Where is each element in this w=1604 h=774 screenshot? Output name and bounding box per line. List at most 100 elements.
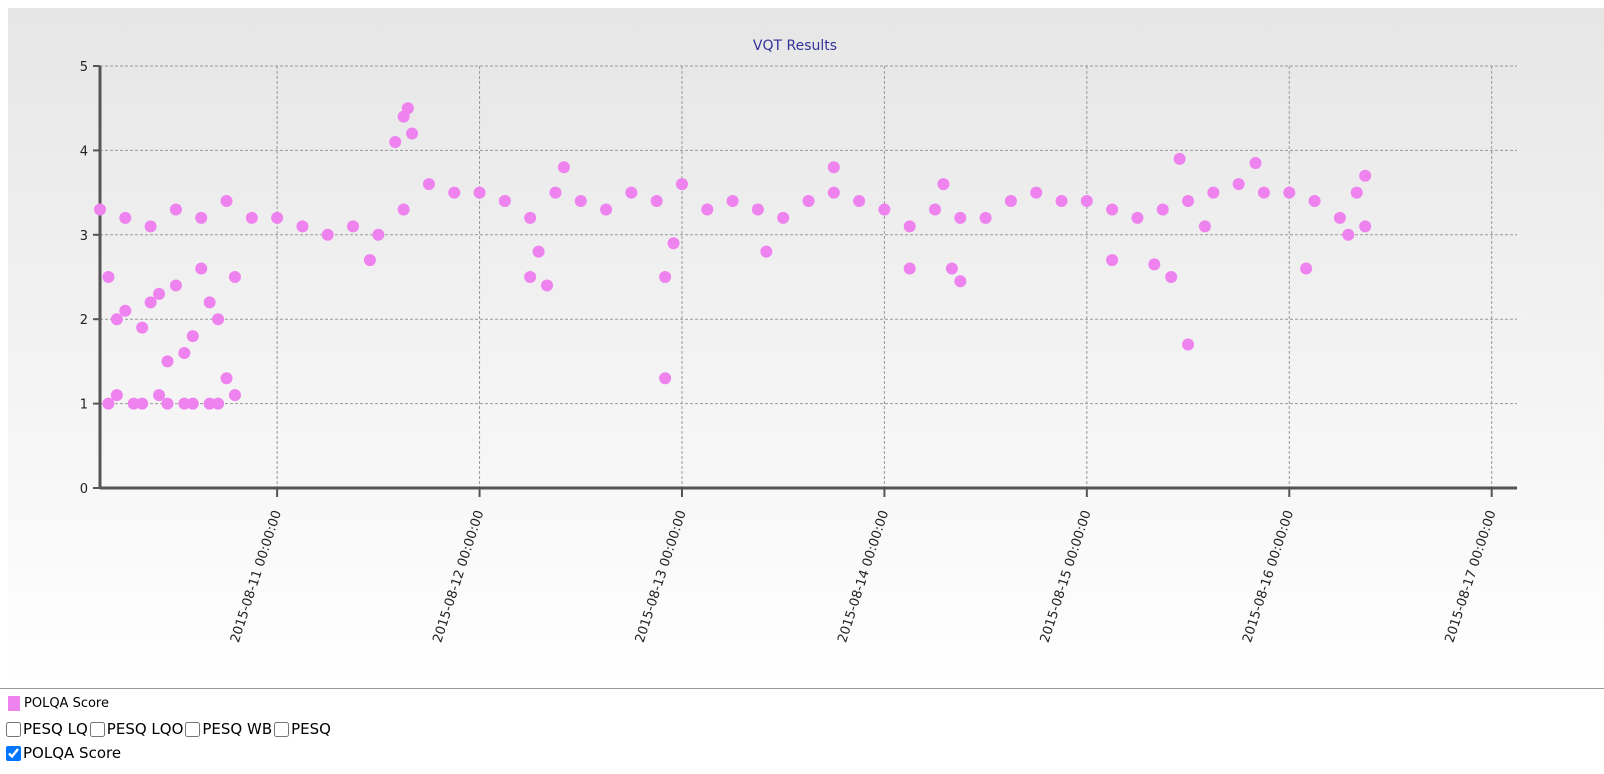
checkbox[interactable]: [6, 745, 21, 761]
point: [136, 321, 149, 334]
point: [549, 186, 562, 199]
point: [220, 372, 233, 385]
point: [178, 397, 191, 410]
point: [1198, 220, 1211, 233]
point: [1165, 271, 1178, 283]
point: [1106, 203, 1119, 216]
chart-title: VQT Results: [753, 38, 837, 54]
y-tick-label: 4: [80, 144, 88, 159]
point: [212, 397, 225, 410]
point: [929, 203, 942, 216]
legend-label: POLQA Score: [24, 695, 109, 711]
point: [1283, 186, 1296, 199]
point: [1207, 186, 1220, 199]
point: [195, 262, 208, 275]
point: [220, 195, 233, 208]
checkbox-row: PESQ LQ PESQ LQO PESQ WB PESQ: [0, 717, 1604, 741]
point: [1350, 186, 1363, 199]
point: [659, 372, 672, 385]
point: [397, 203, 410, 216]
point: [760, 245, 773, 258]
point: [144, 296, 157, 309]
point: [245, 211, 258, 224]
point: [228, 389, 241, 402]
y-tick-label: 5: [80, 60, 88, 75]
point: [903, 262, 916, 275]
point: [1232, 178, 1245, 191]
point: [144, 220, 157, 233]
point: [524, 211, 537, 224]
checkbox[interactable]: [6, 721, 21, 737]
checkbox-label[interactable]: POLQA Score: [23, 744, 122, 762]
point: [1182, 338, 1195, 351]
checkbox-rows: PESQ LQ PESQ LQO PESQ WB PESQ POLQA Score: [0, 717, 1604, 765]
checkbox[interactable]: [185, 721, 201, 737]
point: [1173, 152, 1186, 165]
point: [751, 203, 764, 216]
point: [659, 271, 672, 283]
point: [186, 330, 199, 343]
point: [574, 195, 587, 208]
point: [406, 127, 419, 140]
point: [903, 220, 916, 233]
point: [827, 161, 840, 174]
point: [1055, 195, 1068, 208]
point: [169, 279, 182, 292]
legend-swatch: [8, 695, 20, 711]
point: [937, 178, 950, 191]
point: [675, 178, 688, 191]
point: [389, 135, 402, 148]
point: [667, 237, 680, 250]
point: [557, 161, 570, 174]
point: [1156, 203, 1169, 216]
point: [195, 211, 208, 224]
point: [296, 220, 309, 233]
point: [1257, 186, 1270, 199]
point: [701, 203, 714, 216]
point: [271, 211, 284, 224]
point: [1342, 228, 1355, 241]
point: [203, 397, 216, 410]
point: [127, 397, 140, 410]
point: [878, 203, 891, 216]
point: [600, 203, 613, 216]
point: [1300, 262, 1313, 275]
point: [153, 287, 166, 300]
checkbox-row: POLQA Score: [0, 741, 1604, 765]
checkbox-label[interactable]: PESQ LQ: [23, 720, 88, 738]
point: [498, 195, 511, 208]
point: [532, 245, 545, 258]
point: [1131, 211, 1144, 224]
checkbox-label[interactable]: PESQ WB: [202, 720, 273, 738]
point: [203, 296, 216, 309]
point: [119, 304, 132, 317]
point: [321, 228, 334, 241]
point: [228, 271, 241, 283]
point: [726, 195, 739, 208]
checkbox[interactable]: [274, 721, 290, 737]
point: [1359, 220, 1372, 233]
checkbox-label[interactable]: PESQ: [291, 720, 331, 738]
point: [1359, 169, 1372, 182]
point: [161, 355, 174, 368]
point: [802, 195, 815, 208]
point: [979, 211, 992, 224]
y-tick-label: 0: [80, 482, 88, 497]
point: [422, 178, 435, 191]
checkbox[interactable]: [89, 721, 105, 737]
point: [853, 195, 866, 208]
point: [827, 186, 840, 199]
point: [1030, 186, 1043, 199]
point: [541, 279, 554, 292]
point: [186, 397, 199, 410]
point: [347, 220, 360, 233]
point: [625, 186, 638, 199]
checkbox-label[interactable]: PESQ LQO: [106, 720, 184, 738]
point: [777, 211, 790, 224]
chart-background: [8, 8, 1604, 688]
legend: POLQA Score: [0, 689, 1604, 717]
point: [110, 313, 123, 326]
point: [363, 254, 376, 267]
point: [401, 102, 414, 115]
point: [650, 195, 663, 208]
